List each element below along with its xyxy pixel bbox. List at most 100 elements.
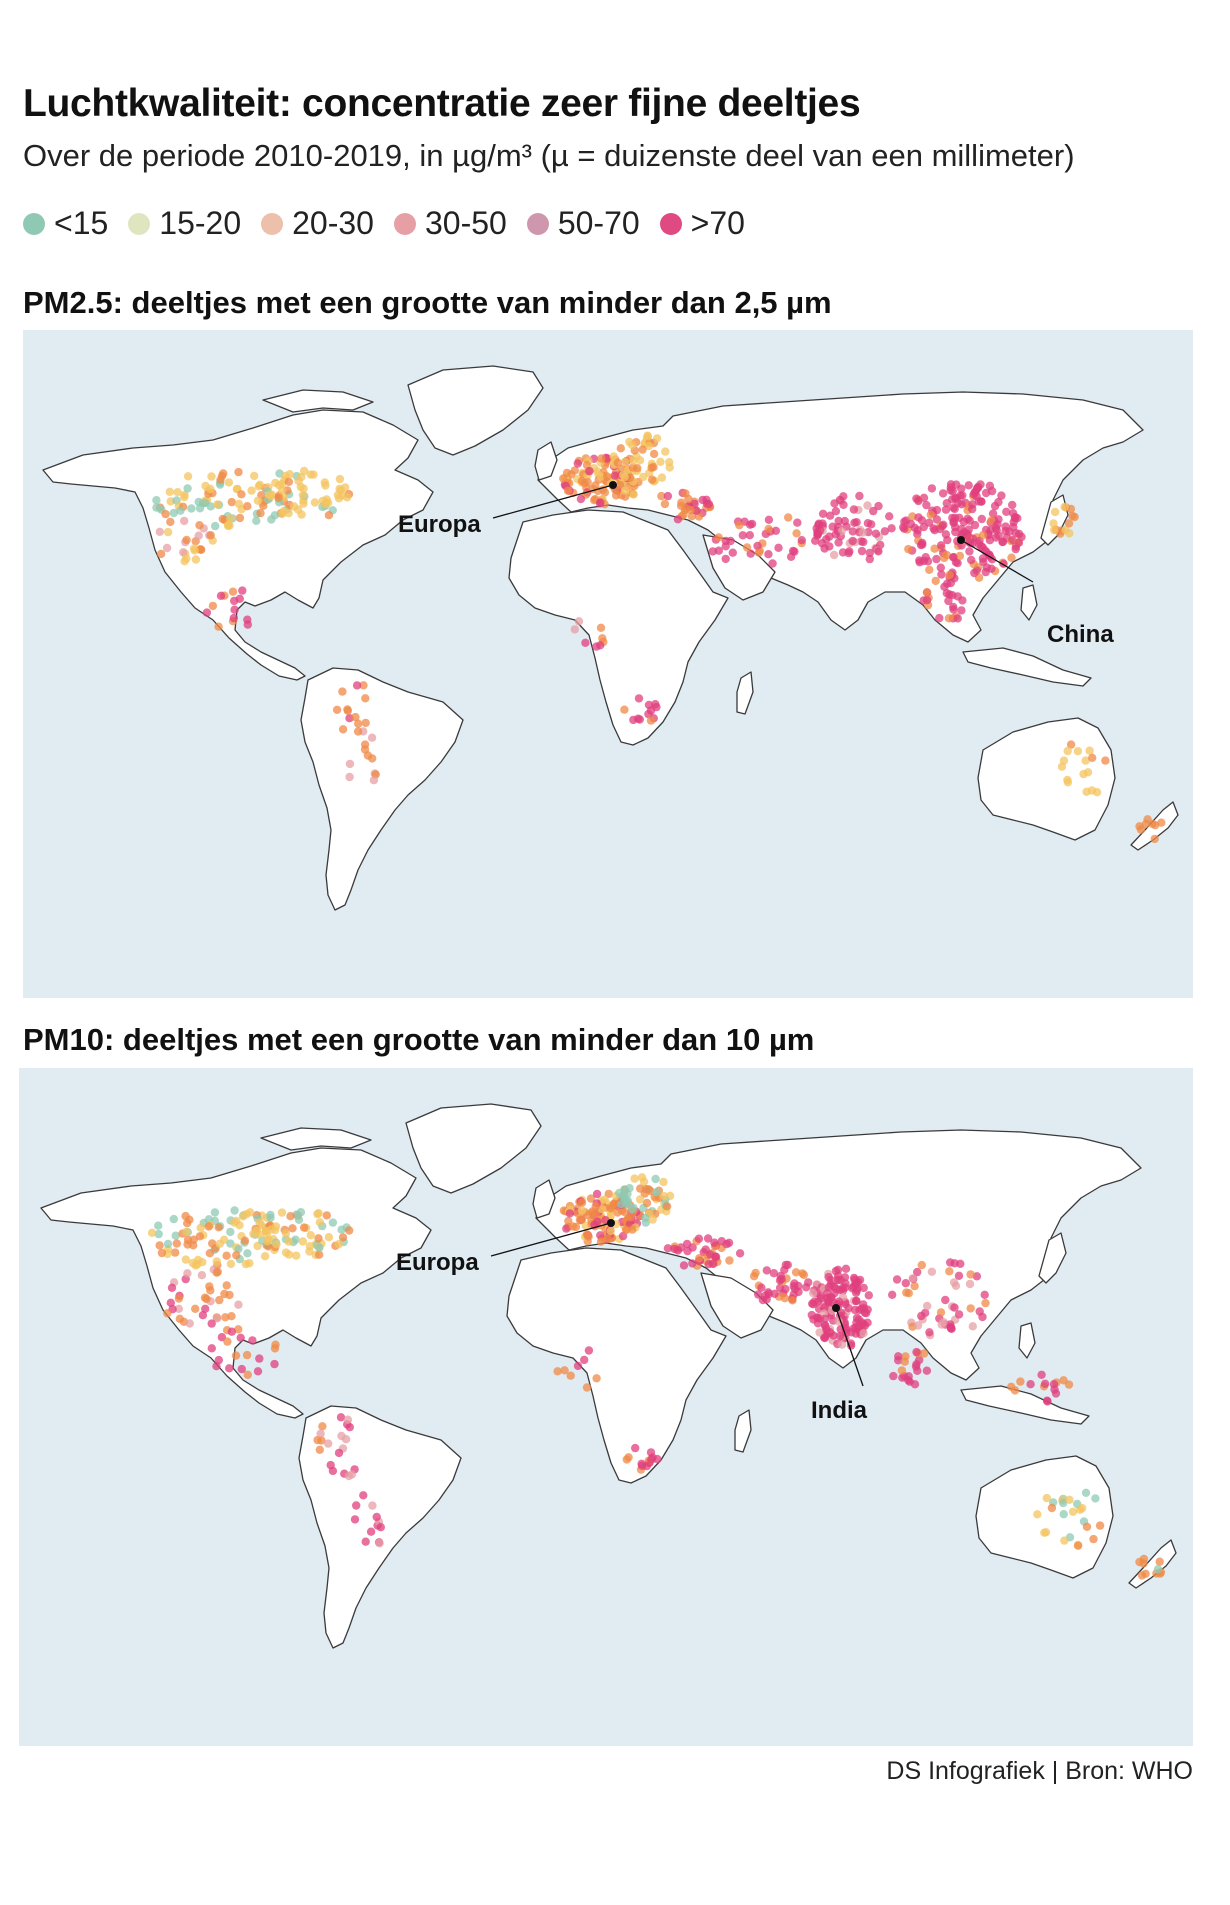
station-dot (218, 514, 227, 524)
station-dot (213, 1314, 222, 1323)
station-dot (591, 1202, 600, 1211)
land-north-america (40, 1147, 432, 1419)
station-dot (918, 538, 927, 548)
station-dot (688, 1259, 697, 1268)
station-dot (1095, 1521, 1105, 1530)
station-dot (946, 483, 955, 492)
station-dot (236, 1333, 245, 1342)
station-dot (345, 772, 354, 782)
station-dot (932, 505, 942, 515)
station-dot (175, 1314, 184, 1323)
station-dot (953, 614, 962, 623)
callout-label-europa: Europa (396, 1249, 479, 1276)
station-dot (642, 1461, 651, 1471)
land-madagascar (736, 671, 754, 715)
station-dot (663, 1244, 673, 1253)
station-dot (289, 502, 299, 511)
station-dot (784, 513, 793, 522)
station-dot (745, 520, 755, 529)
station-dot (286, 1212, 295, 1221)
station-dot (1136, 825, 1146, 834)
station-dot (1079, 769, 1088, 779)
station-dot (315, 1250, 324, 1259)
land-eurasia (535, 1129, 1142, 1381)
station-dot (945, 1267, 954, 1276)
station-dot (315, 1243, 324, 1252)
station-dot (278, 479, 287, 489)
station-dot (1066, 740, 1076, 749)
station-dot (222, 1251, 231, 1260)
station-dot (941, 505, 951, 514)
station-dot (180, 516, 189, 526)
station-dot (949, 518, 958, 527)
station-dot (205, 1249, 215, 1258)
station-dot (592, 1374, 601, 1383)
station-dot (235, 513, 245, 523)
station-dot (764, 524, 773, 534)
station-dot (937, 1320, 946, 1329)
station-dot (1059, 1498, 1068, 1508)
land-arctic-islands (262, 389, 374, 413)
station-dot (777, 1274, 786, 1284)
station-dot (195, 1232, 205, 1241)
legend-label: <15 (54, 205, 109, 241)
station-dot (932, 554, 941, 564)
station-dot (1060, 1536, 1069, 1545)
station-dot (965, 1279, 975, 1289)
station-dot (603, 454, 612, 463)
station-dot (659, 1177, 668, 1187)
station-dot (234, 1244, 243, 1254)
station-dot (942, 499, 951, 508)
station-dot (565, 1209, 574, 1218)
station-dot (576, 494, 586, 504)
station-dot (1016, 1377, 1025, 1386)
station-dot (966, 1304, 975, 1313)
legend-item-20-30: 20-30 (261, 205, 374, 242)
station-dot (735, 521, 744, 530)
pollution-dots (152, 431, 1166, 844)
station-dot (937, 570, 946, 579)
station-dot (206, 531, 215, 540)
station-dot (980, 1290, 989, 1299)
station-dot (238, 586, 247, 595)
station-dot (351, 712, 360, 722)
station-dot (818, 519, 827, 528)
station-dot (987, 516, 996, 525)
station-dot (194, 497, 203, 507)
station-dot (888, 1290, 897, 1299)
station-dot (922, 1366, 932, 1375)
station-dot (818, 509, 828, 518)
station-dot (345, 1423, 354, 1432)
callout-europa-pm10: Europa (396, 1219, 615, 1276)
station-dot (598, 634, 607, 643)
station-dot (165, 487, 174, 496)
station-dot (746, 549, 755, 558)
station-dot (230, 605, 239, 614)
station-dot (641, 1213, 650, 1223)
station-dot (922, 500, 931, 510)
legend-label: 20-30 (292, 205, 374, 241)
station-dot (900, 1357, 909, 1366)
station-dot (219, 469, 228, 478)
station-dot (792, 529, 801, 538)
station-dot (255, 1218, 264, 1227)
station-dot (936, 541, 946, 550)
station-dot (595, 499, 605, 508)
station-dot (1081, 1488, 1091, 1497)
map-pm10[interactable]: Europa India (19, 1068, 1193, 1746)
station-dot (637, 1173, 647, 1182)
station-dot (596, 472, 606, 481)
station-dot (274, 493, 283, 502)
station-dot (197, 1271, 207, 1280)
map-pm25[interactable]: Europa China (23, 330, 1193, 998)
station-dot (972, 1272, 982, 1281)
station-dot (208, 601, 218, 611)
station-dot (284, 509, 293, 518)
station-dot (834, 516, 843, 526)
station-dot (321, 481, 330, 490)
station-dot (781, 1260, 790, 1270)
legend-label: 30-50 (424, 205, 507, 241)
station-dot (566, 1371, 575, 1380)
station-dot (583, 477, 592, 487)
station-dot (908, 512, 917, 521)
